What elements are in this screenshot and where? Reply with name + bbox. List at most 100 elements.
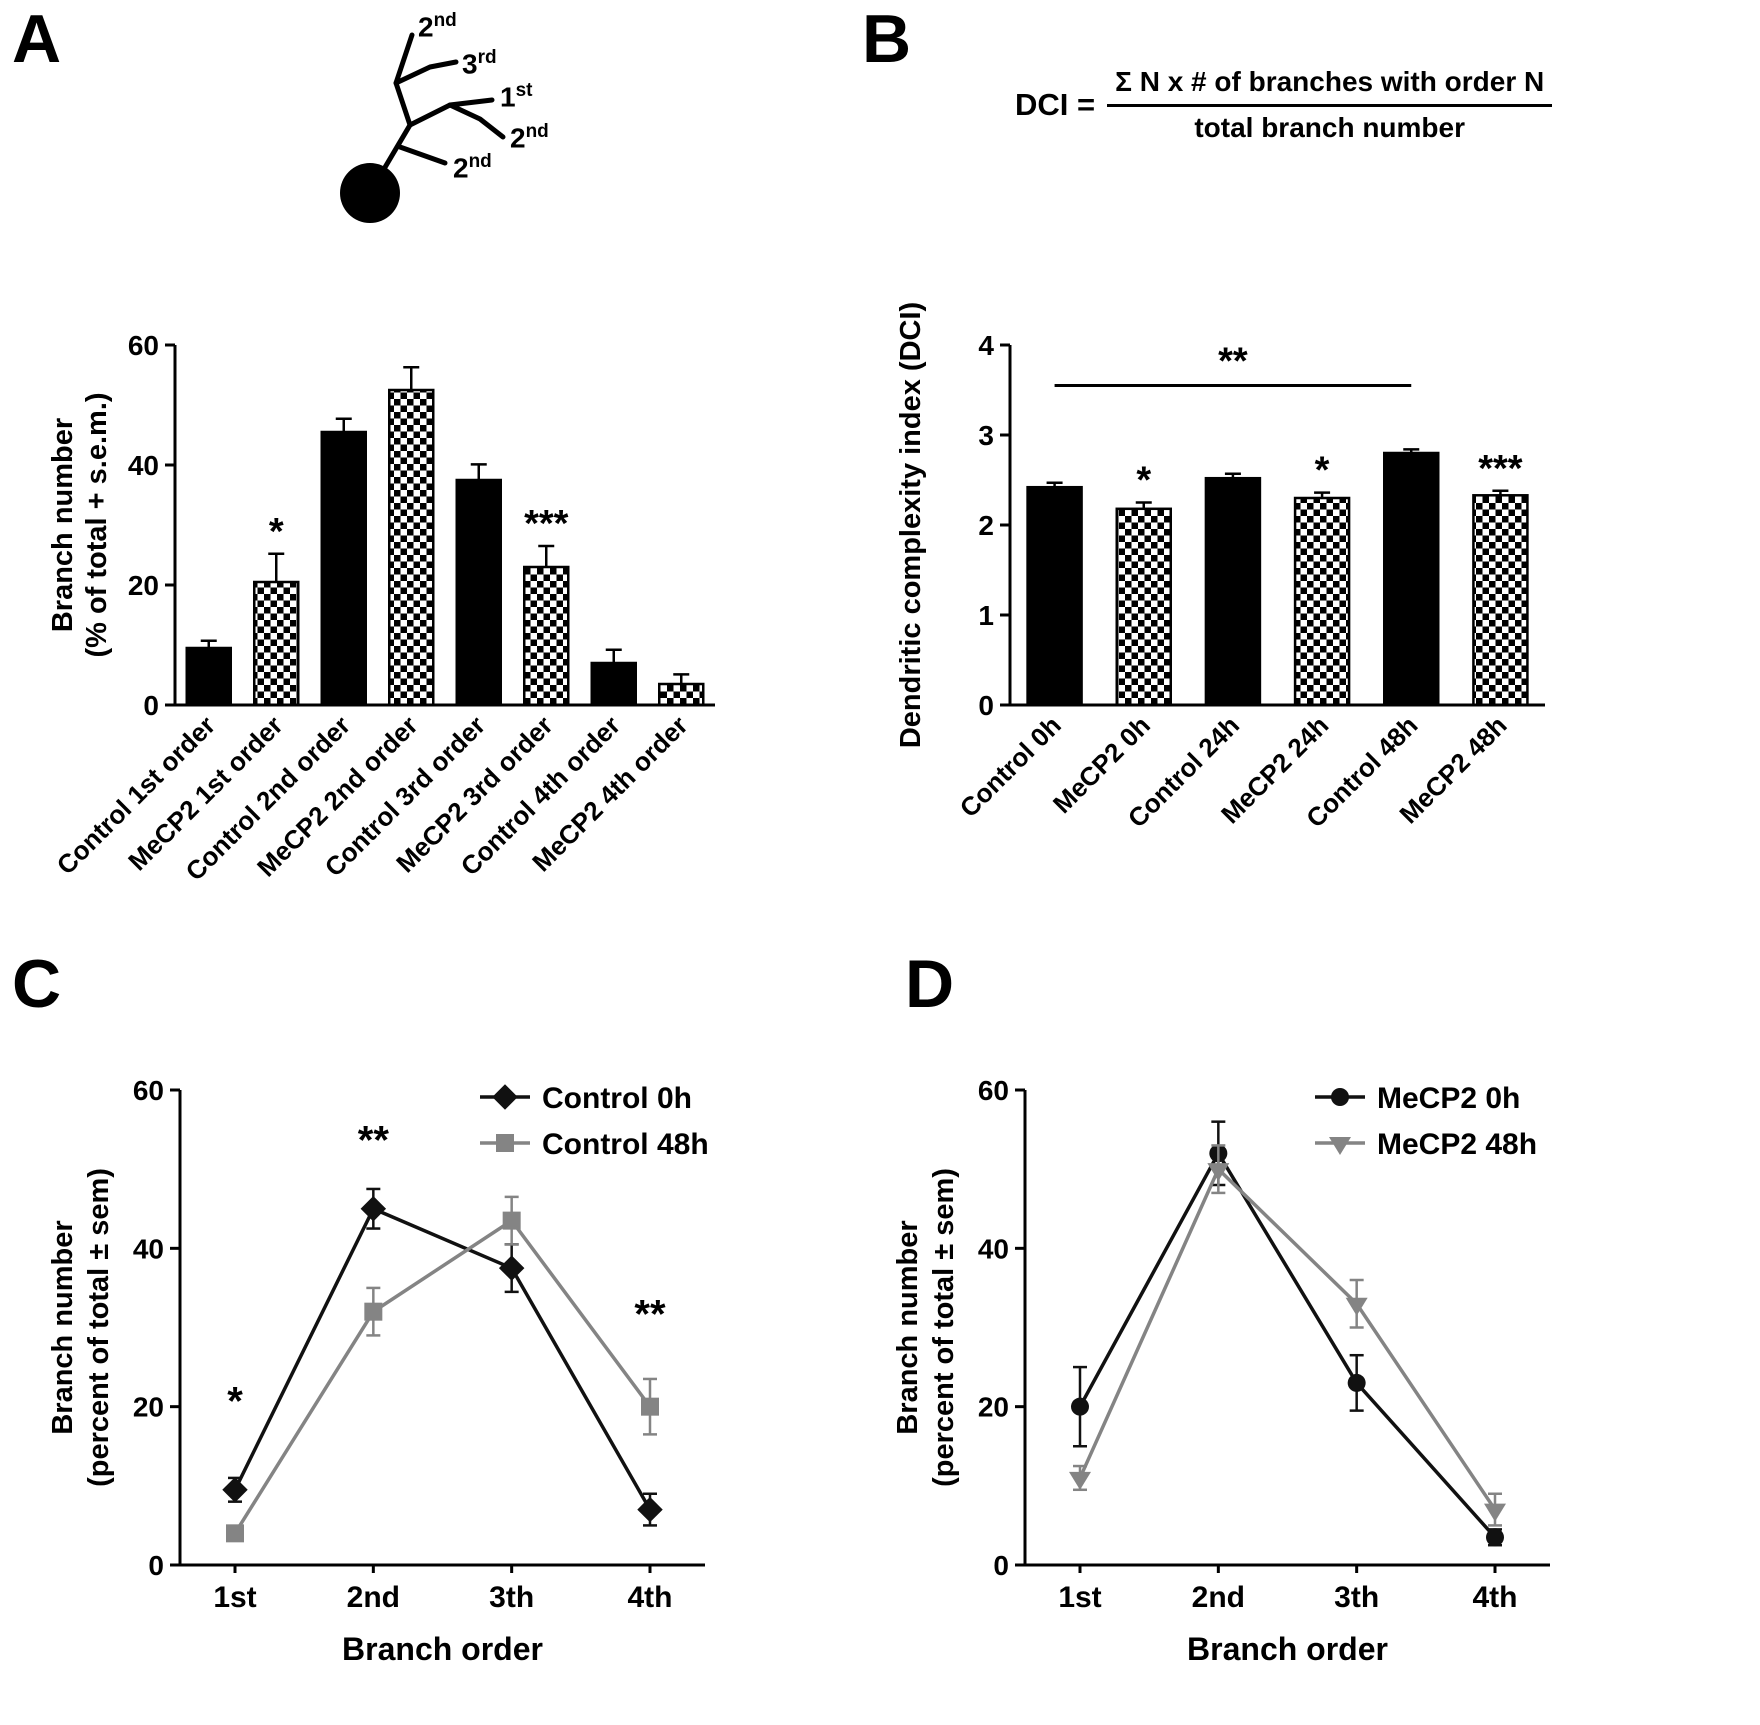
y-tick-label: 60 <box>978 1075 1009 1106</box>
y-tick-label: 0 <box>143 690 159 721</box>
circle-marker <box>1347 1373 1366 1392</box>
branch-order-label: 2nd <box>418 10 457 43</box>
bar-group: *** <box>523 503 570 707</box>
bar <box>1026 485 1083 707</box>
x-tick-label: 4th <box>1473 1581 1518 1614</box>
dci-formula: DCI = Σ N x # of branches with order N t… <box>1015 66 1553 144</box>
diamond-marker <box>492 1084 518 1110</box>
square-marker <box>502 1211 521 1230</box>
y-tick-label: 3 <box>978 420 994 451</box>
significance-label: ** <box>358 1118 390 1162</box>
series-line <box>1078 1149 1497 1539</box>
triangle-down-marker <box>1207 1163 1230 1182</box>
legend-item: MeCP2 0h <box>1315 1082 1520 1115</box>
y-tick-label: 40 <box>128 450 159 481</box>
bar-group: * <box>1293 450 1351 707</box>
legend-label: Control 48h <box>542 1128 709 1161</box>
bar <box>388 388 435 707</box>
series-line <box>233 1206 652 1511</box>
bar <box>658 682 705 707</box>
square-marker <box>496 1134 514 1152</box>
panel-d-chart: 0 20 40 60 1st 2nd 3th 4th Branch order Branch nu… <box>875 1015 1665 1725</box>
bar <box>590 661 637 707</box>
legend-item: Control 0h <box>480 1082 692 1115</box>
bar-group: * <box>253 511 300 707</box>
significance-label: *** <box>524 503 569 545</box>
circle-marker <box>1331 1088 1349 1106</box>
bar <box>1115 507 1172 707</box>
neuron-diagram: 2nd 3rd 1st 2nd 2nd <box>300 5 600 250</box>
branch-order-label: 2nd <box>510 121 549 154</box>
x-axis-label: Branch order <box>342 1631 543 1667</box>
bar-group <box>455 463 502 707</box>
series-control-0h <box>222 1187 663 1527</box>
legend-item: MeCP2 48h <box>1315 1128 1537 1161</box>
bar-group <box>1383 448 1440 707</box>
formula-lhs: DCI = <box>1015 87 1096 122</box>
triangle-down-marker <box>1069 1471 1091 1490</box>
y-tick-label: 1 <box>978 600 994 631</box>
y-tick-label: 40 <box>978 1233 1009 1264</box>
significance-label: ** <box>1218 341 1248 383</box>
y-tick-label: 0 <box>993 1550 1009 1581</box>
bar <box>185 646 232 707</box>
significance-label: *** <box>1478 448 1523 490</box>
circle-marker <box>1486 1528 1504 1547</box>
bar-group <box>658 673 705 707</box>
bar-group: *** <box>1472 448 1529 707</box>
formula-denominator: total branch number <box>1194 112 1466 143</box>
y-tick-label: 0 <box>148 1550 164 1581</box>
series-mecp2-48h <box>1069 1144 1506 1527</box>
triangle-down-marker <box>1484 1503 1506 1522</box>
branch-order-label: 3rd <box>462 47 497 80</box>
bar-group <box>590 648 637 707</box>
y-tick-label: 20 <box>128 570 159 601</box>
bar <box>455 478 502 707</box>
x-tick-label: Control 0h <box>954 710 1067 823</box>
y-tick-label: 20 <box>978 1392 1009 1423</box>
significance-label: * <box>227 1380 243 1424</box>
formula-fraction: Σ N x # of branches with order N total b… <box>1107 66 1553 144</box>
y-axis-label: Branch number <box>892 1220 924 1434</box>
panel-b-chart: Control 0h * MeCP2 0h Control 24h * MeCP2 24h… <box>865 295 1645 995</box>
legend-label: MeCP2 0h <box>1377 1082 1520 1115</box>
bar-group <box>388 365 435 707</box>
y-tick-label: 40 <box>133 1233 164 1264</box>
panel-c-lines: 0 20 40 60 1st 2nd 3th 4th Branch order Branch nu… <box>47 1075 709 1667</box>
panel-b-letter: B <box>862 1 912 77</box>
circle-marker <box>1071 1397 1089 1416</box>
legend-item: Control 48h <box>480 1128 709 1161</box>
bar <box>320 430 367 707</box>
triangle-down-marker <box>1329 1137 1351 1155</box>
series-mecp2-0h <box>1071 1120 1504 1547</box>
series-line <box>233 1218 652 1535</box>
diamond-marker <box>637 1496 663 1523</box>
panel-a-bars: Control 1st order*MeCP2 1st orderControl… <box>47 330 715 886</box>
panel-c-letter: C <box>12 946 62 1022</box>
triangle-down-marker <box>1345 1297 1368 1316</box>
y-tick-label: 4 <box>978 330 994 361</box>
branch-order-label: 1st <box>500 80 533 113</box>
legend-label: Control 0h <box>542 1082 692 1115</box>
diamond-marker <box>498 1255 525 1281</box>
formula-numerator: Σ N x # of branches with order N <box>1107 66 1553 107</box>
significance-label: ** <box>634 1293 666 1337</box>
panel-c-chart: 0 20 40 60 1st 2nd 3th 4th Branch order Branch nu… <box>30 1015 820 1725</box>
x-tick-label: 3th <box>489 1581 534 1614</box>
x-tick-label: 2nd <box>347 1581 400 1614</box>
y-tick-label: 60 <box>133 1075 164 1106</box>
significance-label: * <box>1136 460 1151 502</box>
y-tick-label: 20 <box>133 1392 164 1423</box>
series-control-48h <box>226 1195 659 1543</box>
bar-group <box>1026 481 1083 707</box>
branch-order-label: 2nd <box>453 151 492 184</box>
bar <box>1293 496 1351 707</box>
square-marker <box>364 1302 383 1321</box>
series-line <box>1078 1166 1497 1511</box>
panel-d-letter: D <box>905 946 955 1022</box>
soma <box>340 163 400 223</box>
x-tick-label: 1st <box>213 1581 256 1614</box>
neuron-sketch <box>340 32 506 223</box>
